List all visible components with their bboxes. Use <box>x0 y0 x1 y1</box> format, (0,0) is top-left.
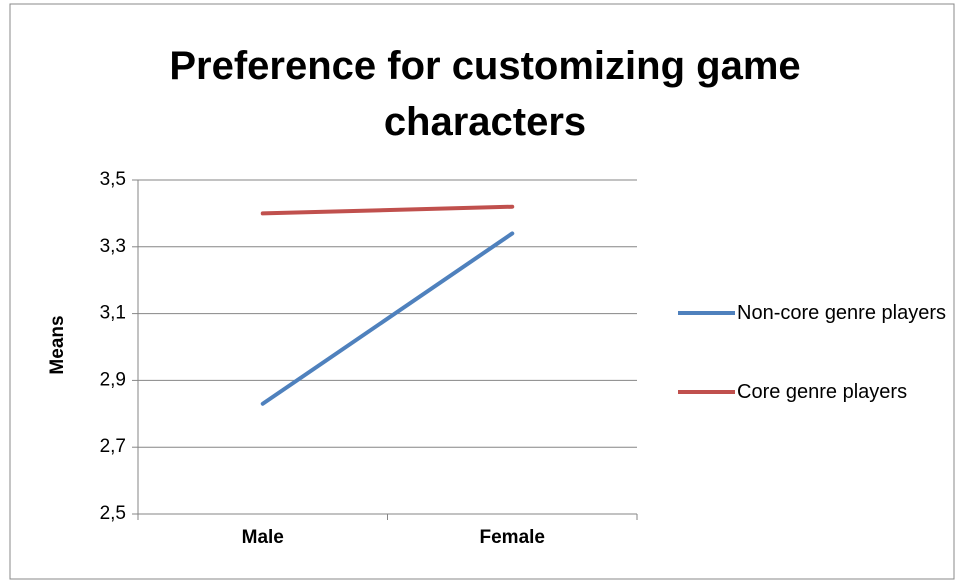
y-tick-label: 2,9 <box>100 369 126 390</box>
x-tick-label: Female <box>480 527 545 548</box>
x-tick-label: Male <box>242 527 284 548</box>
chart-title: Preference for customizing game characte… <box>169 44 801 144</box>
y-tick-label: 2,5 <box>100 503 126 524</box>
y-tick-label: 3,1 <box>100 303 126 324</box>
y-tick-label: 2,7 <box>100 436 126 457</box>
y-axis-label: Means <box>47 315 68 374</box>
frame <box>9 3 955 580</box>
series-line <box>260 231 515 406</box>
y-tick-label: 3,3 <box>100 236 126 257</box>
legend-label: Core genre players <box>737 381 908 403</box>
series-line <box>260 204 515 216</box>
legend-label: Non-core genre players <box>737 302 946 324</box>
y-tick-label: 3,5 <box>100 169 126 190</box>
